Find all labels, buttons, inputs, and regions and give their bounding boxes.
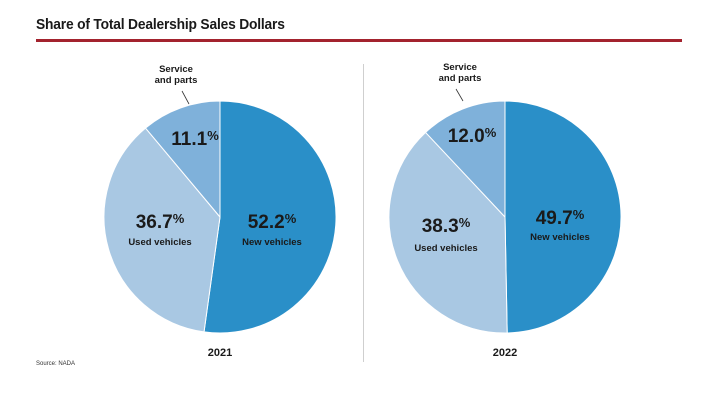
slice-label-new: New vehicles xyxy=(530,232,590,243)
slice-label-used: Used vehicles xyxy=(414,243,477,254)
pie-chart-2021: 52.2% New vehicles 36.7% Used vehicles 11.1%… xyxy=(103,64,337,359)
pie-slice-new xyxy=(504,100,622,334)
pct-label-new: 49.7% xyxy=(536,207,585,229)
pct-label-service: 11.1% xyxy=(171,128,219,150)
slice-label-used: Used vehicles xyxy=(128,237,191,248)
pct-label-used: 36.7% xyxy=(136,211,185,233)
pie-slice-used xyxy=(388,131,508,334)
pct-label-new: 52.2% xyxy=(248,211,297,233)
pie-slice-new xyxy=(203,100,337,334)
pct-label-service: 12.0% xyxy=(448,125,497,147)
slice-label-service: Service and parts xyxy=(439,62,482,84)
pct-label-used: 38.3% xyxy=(422,215,471,237)
source-note: Source: NADA xyxy=(36,361,76,367)
callout-line xyxy=(455,88,464,102)
title-rule xyxy=(36,39,682,42)
callout-line xyxy=(181,90,190,105)
pie-slice-service xyxy=(424,100,506,219)
pie-slice-used xyxy=(103,127,221,333)
slice-label-service: Service and parts xyxy=(155,64,198,86)
chart-divider xyxy=(363,64,364,362)
year-label-2022: 2022 xyxy=(493,347,517,359)
slice-label-new: New vehicles xyxy=(242,237,302,248)
chart-title: Share of Total Dealership Sales Dollars xyxy=(36,16,285,33)
pie-slice-service xyxy=(144,100,221,219)
pie-chart-2022: 49.7% New vehicles 38.3% Used vehicles 12.0%… xyxy=(388,62,622,359)
year-label-2021: 2021 xyxy=(208,347,232,359)
